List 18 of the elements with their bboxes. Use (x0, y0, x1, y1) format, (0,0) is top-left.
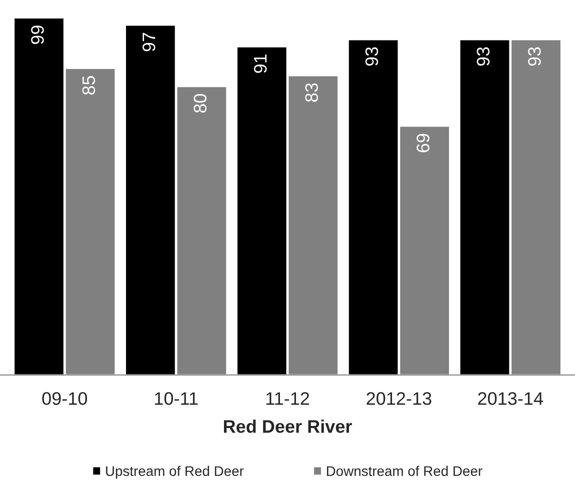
x-tick-label: 2013-14 (478, 392, 543, 405)
data-label: 69 (416, 134, 430, 152)
data-label: 80 (194, 94, 207, 113)
data-label: 83 (305, 83, 318, 102)
legend-label: Upstream of Red Deer (106, 466, 244, 479)
legend-label: Downstream of Red Deer (326, 466, 482, 476)
data-label: 93 (528, 47, 541, 66)
x-tick-label: 09-10 (42, 392, 88, 405)
data-label: 93 (365, 47, 378, 66)
x-tick-label: 11-12 (266, 392, 310, 405)
data-label: 97 (142, 32, 156, 52)
x-axis-title: Red Deer River (224, 420, 352, 433)
data-label: 85 (82, 76, 96, 95)
x-tick-label: 10-11 (155, 392, 198, 405)
data-label: 93 (476, 47, 490, 66)
data-label: 91 (254, 54, 267, 73)
x-tick-label: 2012-13 (366, 392, 432, 405)
data-label: 99 (31, 26, 44, 44)
